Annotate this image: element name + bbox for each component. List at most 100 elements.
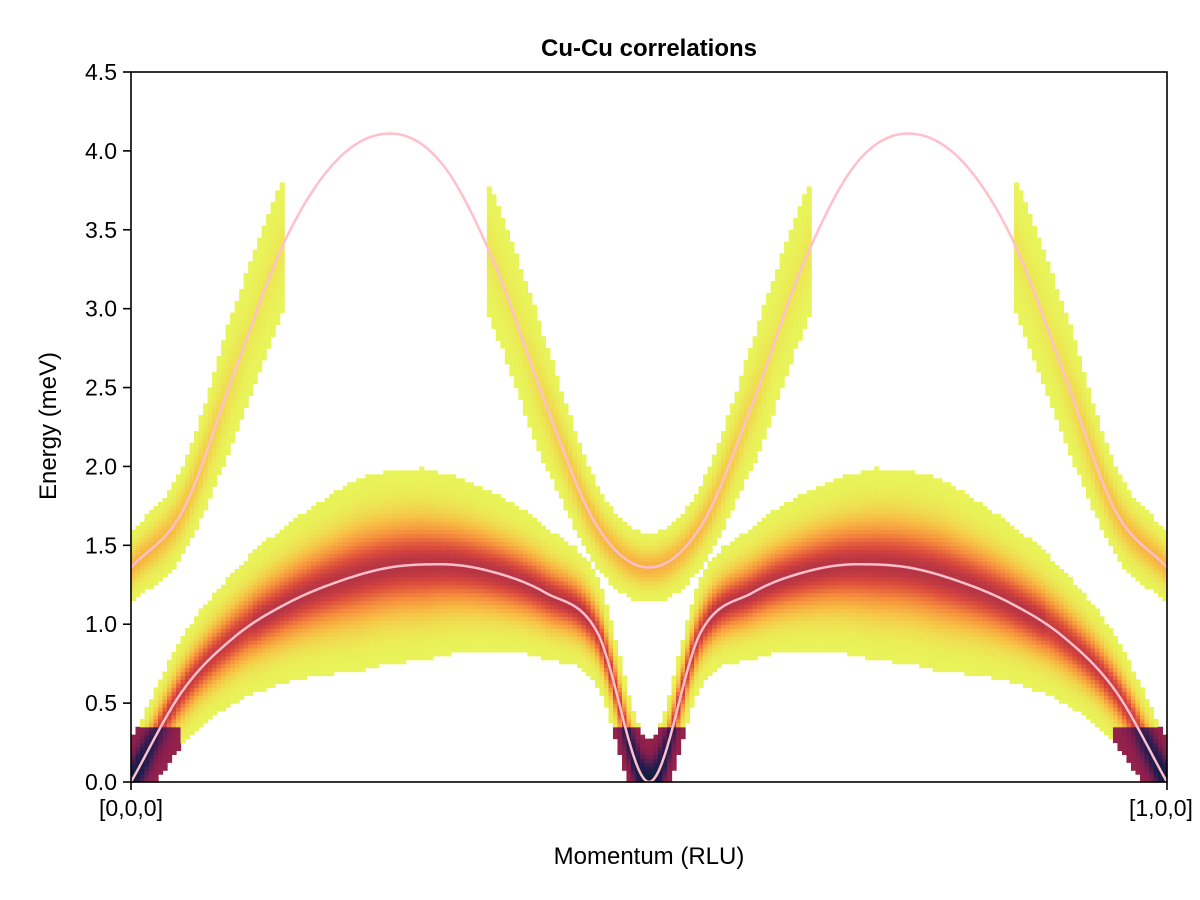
heatmap-cell (495, 210, 501, 215)
heatmap-cell (419, 647, 425, 653)
heatmap-cell (441, 490, 447, 495)
heatmap-cell (509, 352, 515, 357)
heatmap-cell (315, 541, 321, 546)
heatmap-cell (212, 470, 218, 475)
heatmap-cell (266, 632, 272, 637)
heatmap-cell (356, 494, 362, 499)
heatmap-cell (527, 612, 533, 617)
heatmap-cell (275, 640, 281, 645)
heatmap-cell (437, 541, 443, 546)
heatmap-cell (149, 561, 155, 566)
heatmap-cell (239, 292, 245, 298)
heatmap-cell (500, 541, 506, 546)
heatmap-cell (378, 509, 384, 515)
heatmap-cell (329, 616, 335, 621)
heatmap-cell (333, 557, 339, 562)
heatmap-cell (333, 584, 339, 590)
heatmap-cell (491, 237, 497, 243)
heatmap-cell (144, 557, 150, 562)
heatmap-cell (207, 620, 213, 625)
heatmap-cell (482, 628, 488, 633)
heatmap-cell (486, 612, 492, 617)
heatmap-cell (540, 624, 546, 629)
heatmap-cell (540, 454, 546, 460)
heatmap-cell (423, 482, 429, 487)
heatmap-cell (428, 525, 434, 531)
heatmap-cell (257, 249, 263, 255)
heatmap-cell (437, 588, 443, 594)
heatmap-cell (545, 434, 551, 440)
heatmap-cell (302, 561, 308, 566)
heatmap-cell (504, 596, 510, 602)
heatmap-cell (455, 561, 461, 566)
heatmap-cell (275, 269, 281, 274)
heatmap-cell (360, 537, 366, 542)
heatmap-cell (207, 450, 213, 456)
heatmap-cell (356, 513, 362, 519)
heatmap-cell (266, 316, 272, 322)
heatmap-cell (311, 521, 317, 527)
heatmap-cell (248, 296, 254, 302)
heatmap-cell (239, 288, 245, 294)
heatmap-cell (297, 612, 303, 617)
heatmap-cell (333, 521, 339, 527)
heatmap-cell (500, 553, 506, 558)
heatmap-cell (419, 616, 425, 621)
heatmap-cell (189, 454, 195, 460)
heatmap-cell (374, 494, 380, 499)
heatmap-cell (360, 517, 366, 523)
heatmap-cell (162, 699, 168, 704)
heatmap-cell (504, 265, 510, 270)
heatmap-cell (374, 557, 380, 562)
heatmap-cell (522, 545, 528, 550)
heatmap-cell (387, 600, 393, 606)
heatmap-cell (297, 616, 303, 621)
heatmap-cell (239, 647, 245, 653)
heatmap-cell (441, 537, 447, 542)
heatmap-cell (491, 557, 497, 562)
heatmap-cell (432, 647, 438, 653)
heatmap-cell (243, 296, 249, 302)
heatmap-cell (392, 612, 398, 617)
heatmap-cell (527, 324, 533, 329)
heatmap-cell (522, 557, 528, 562)
heatmap-cell (239, 363, 245, 369)
heatmap-cell (275, 202, 281, 207)
heatmap-cell (198, 498, 204, 503)
heatmap-cell (266, 332, 272, 337)
heatmap-cell (383, 572, 389, 578)
heatmap-cell (275, 288, 281, 294)
heatmap-cell (257, 553, 263, 558)
heatmap-cell (392, 584, 398, 590)
heatmap-cell (158, 576, 164, 582)
heatmap-cell (518, 616, 524, 621)
heatmap-cell (329, 651, 335, 657)
heatmap-cell (459, 541, 465, 546)
heatmap-cell (450, 541, 456, 546)
heatmap-cell (446, 498, 452, 503)
heatmap-cell (347, 549, 353, 554)
heatmap-cell (293, 561, 299, 566)
heatmap-cell (513, 632, 519, 637)
heatmap-cell (351, 490, 357, 495)
heatmap-cell (540, 407, 546, 412)
heatmap-cell (432, 478, 438, 483)
heatmap-cell (531, 427, 537, 432)
heatmap-cell (518, 643, 524, 649)
heatmap-cell (486, 273, 492, 278)
heatmap-cell (396, 592, 402, 598)
heatmap-cell (333, 569, 339, 574)
heatmap-cell (266, 225, 272, 231)
heatmap-cell (248, 561, 254, 566)
heatmap-cell (329, 608, 335, 613)
heatmap-cell (369, 651, 375, 657)
heatmap-cell (216, 430, 222, 436)
heatmap-cell (347, 604, 353, 610)
heatmap-cell (419, 533, 425, 539)
heatmap-cell (549, 600, 555, 606)
heatmap-cell (464, 545, 470, 550)
heatmap-cell (194, 450, 200, 456)
heatmap-cell (549, 553, 555, 558)
heatmap-cell (302, 584, 308, 590)
heatmap-cell (414, 592, 420, 598)
